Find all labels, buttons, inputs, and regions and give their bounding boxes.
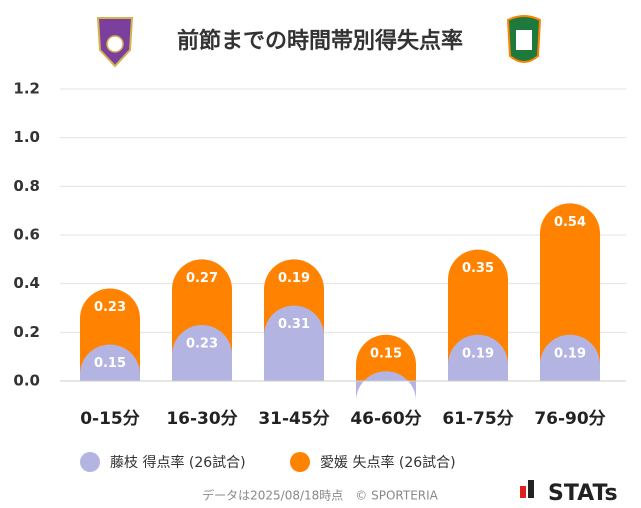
bar bbox=[540, 203, 600, 365]
y-tick-label: 0.8 bbox=[13, 177, 40, 195]
bar bbox=[448, 334, 508, 381]
legend-swatch bbox=[290, 452, 310, 472]
value-label: 0.54 bbox=[554, 215, 586, 230]
bar bbox=[80, 344, 140, 381]
y-tick-label: 0.2 bbox=[13, 323, 40, 341]
footnote: データは2025/08/18時点 © SPORTERIA bbox=[202, 488, 439, 503]
x-tick-label: 0-15分 bbox=[80, 409, 140, 429]
legend-label: 藤枝 得点率 (26試合) bbox=[110, 454, 246, 471]
y-tick-label: 0.0 bbox=[13, 372, 40, 390]
bar bbox=[540, 334, 600, 381]
chart-title: 前節までの時間帯別得失点率 bbox=[177, 28, 463, 54]
value-label: 0.23 bbox=[186, 337, 218, 352]
y-tick-label: 0.6 bbox=[13, 226, 40, 244]
value-label: 0.27 bbox=[186, 271, 218, 286]
bar bbox=[356, 371, 416, 402]
value-label: 0.31 bbox=[278, 317, 310, 332]
bar bbox=[448, 249, 508, 365]
value-label: 0.19 bbox=[278, 271, 310, 286]
x-tick-label: 31-45分 bbox=[258, 409, 329, 429]
home-logo bbox=[96, 17, 134, 68]
value-label: 0.35 bbox=[462, 261, 494, 276]
x-tick-label: 46-60分 bbox=[350, 409, 421, 429]
brand: STATs bbox=[548, 481, 618, 506]
brand-icon bbox=[528, 480, 534, 498]
bar bbox=[264, 305, 324, 381]
y-tick-label: 0.4 bbox=[13, 274, 40, 292]
away-logo bbox=[506, 15, 542, 63]
value-label: 0.15 bbox=[94, 356, 126, 371]
bar bbox=[356, 334, 416, 381]
x-tick-label: 61-75分 bbox=[442, 409, 513, 429]
x-tick-label: 16-30分 bbox=[166, 409, 237, 429]
bar bbox=[172, 325, 232, 381]
value-label: 0.23 bbox=[94, 300, 126, 315]
y-tick-label: 1.2 bbox=[13, 80, 40, 98]
value-label: 0.19 bbox=[554, 346, 586, 361]
brand-icon bbox=[520, 486, 526, 498]
legend-swatch bbox=[80, 452, 100, 472]
legend-label: 愛媛 失点率 (26試合) bbox=[320, 454, 456, 471]
value-label: 0.19 bbox=[462, 346, 494, 361]
y-tick-label: 1.0 bbox=[13, 128, 40, 146]
value-label: 0.15 bbox=[370, 346, 402, 361]
x-tick-label: 76-90分 bbox=[534, 409, 605, 429]
